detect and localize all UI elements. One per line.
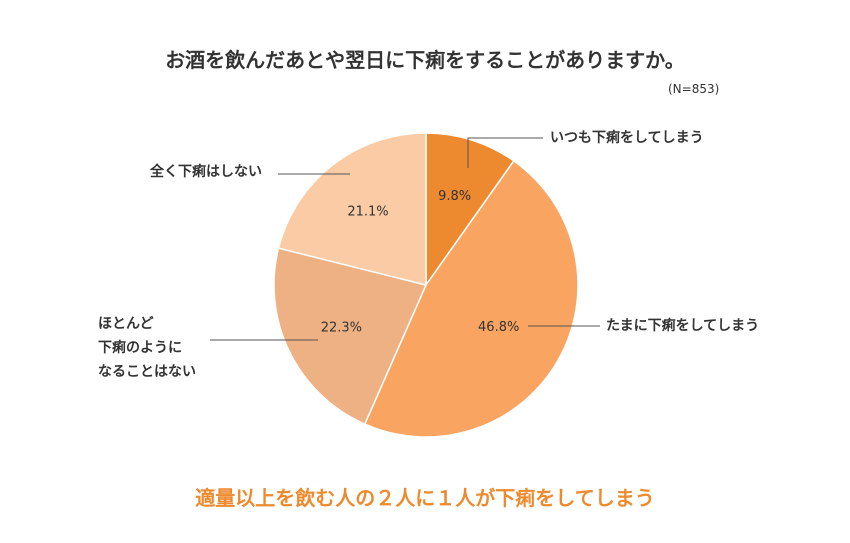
conclusion-text: 適量以上を飲む人の２人に１人が下痢をしてしまう (195, 486, 655, 510)
category-label-rarely-line3: なることはない (98, 364, 196, 380)
category-label-rarely-line2: 下痢のように (98, 340, 182, 356)
leader-line-always (467, 137, 543, 168)
sample-size-note: (N=853) (668, 82, 720, 96)
pie-slice-sometimes (363, 159, 579, 438)
category-label-rarely: ほとんど 下痢のように なることはない (98, 312, 196, 384)
category-label-never: 全く下痢はしない (150, 164, 262, 180)
pie-slice-rarely (273, 247, 428, 426)
category-label-sometimes: たまに下痢をしてしまう (606, 318, 760, 334)
value-label-sometimes: 46.8% (478, 320, 519, 335)
value-label-never: 21.1% (347, 205, 388, 220)
category-label-always: いつも下痢をしてしまう (550, 130, 704, 146)
pie-slice-never (277, 132, 427, 286)
chart-title: お酒を飲んだあとや翌日に下痢をすることがありますか。 (165, 48, 685, 72)
category-label-rarely-line1: ほとんど (98, 316, 154, 332)
value-label-rarely: 22.3% (321, 321, 362, 336)
pie-slice-always (425, 132, 515, 288)
value-label-always: 9.8% (438, 189, 471, 204)
